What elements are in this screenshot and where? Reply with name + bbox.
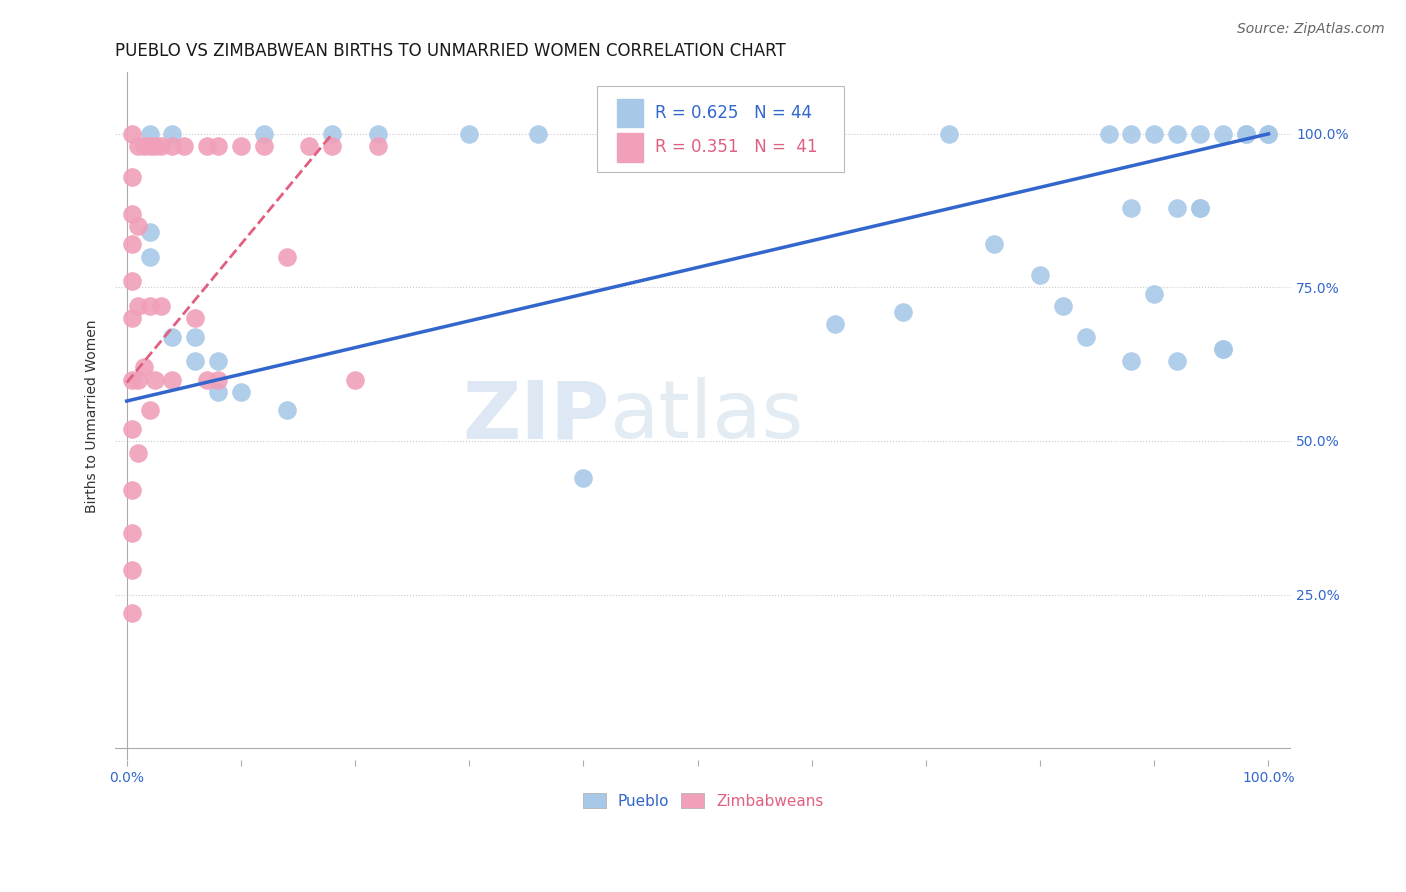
Point — [755, 127, 778, 141]
Y-axis label: Births to Unmarried Women: Births to Unmarried Women — [86, 319, 100, 513]
Point — [1143, 286, 1166, 301]
Point — [276, 250, 298, 264]
Point — [1143, 127, 1166, 141]
Point — [1121, 201, 1143, 215]
Point — [1188, 127, 1211, 141]
Point — [1121, 127, 1143, 141]
Point — [1234, 127, 1257, 141]
Point — [1166, 127, 1188, 141]
Text: Source: ZipAtlas.com: Source: ZipAtlas.com — [1237, 22, 1385, 37]
Point — [1212, 342, 1234, 356]
Point — [138, 225, 160, 239]
Point — [127, 139, 149, 153]
Point — [195, 373, 218, 387]
Point — [367, 127, 389, 141]
Point — [143, 373, 166, 387]
Point — [127, 373, 149, 387]
Text: PUEBLO VS ZIMBABWEAN BIRTHS TO UNMARRIED WOMEN CORRELATION CHART: PUEBLO VS ZIMBABWEAN BIRTHS TO UNMARRIED… — [115, 42, 786, 60]
Point — [138, 127, 160, 141]
Point — [184, 354, 207, 368]
Point — [367, 139, 389, 153]
Point — [121, 207, 143, 221]
Point — [132, 360, 155, 375]
Legend: Pueblo, Zimbabweans: Pueblo, Zimbabweans — [576, 787, 830, 814]
FancyBboxPatch shape — [617, 133, 644, 161]
Point — [1166, 354, 1188, 368]
Point — [127, 299, 149, 313]
Point — [983, 237, 1005, 252]
Point — [121, 169, 143, 184]
Point — [207, 384, 229, 399]
Point — [344, 373, 367, 387]
Point — [1257, 127, 1279, 141]
Point — [121, 526, 143, 541]
Point — [121, 606, 143, 620]
Point — [138, 403, 160, 417]
Point — [253, 127, 276, 141]
Point — [891, 305, 914, 319]
Point — [207, 373, 229, 387]
Point — [132, 139, 155, 153]
Point — [162, 329, 184, 343]
Point — [138, 250, 160, 264]
Point — [1234, 127, 1257, 141]
Text: atlas: atlas — [609, 377, 804, 456]
Point — [572, 471, 595, 485]
Point — [149, 139, 172, 153]
Point — [138, 299, 160, 313]
Text: R = 0.351   N =  41: R = 0.351 N = 41 — [655, 138, 817, 156]
Point — [184, 311, 207, 326]
Text: R = 0.625   N = 44: R = 0.625 N = 44 — [655, 104, 813, 122]
Point — [143, 139, 166, 153]
Point — [276, 403, 298, 417]
Point — [121, 373, 143, 387]
Point — [121, 483, 143, 497]
Point — [207, 139, 229, 153]
Point — [1212, 127, 1234, 141]
Point — [121, 237, 143, 252]
Point — [321, 139, 343, 153]
Point — [1188, 201, 1211, 215]
Point — [298, 139, 321, 153]
Point — [162, 373, 184, 387]
Point — [1029, 268, 1052, 282]
Point — [149, 299, 172, 313]
Point — [229, 139, 252, 153]
Point — [1052, 299, 1074, 313]
Point — [121, 563, 143, 577]
Point — [938, 127, 960, 141]
Point — [121, 274, 143, 288]
Text: ZIP: ZIP — [463, 377, 609, 456]
Point — [1188, 201, 1211, 215]
Point — [1257, 127, 1279, 141]
Point — [184, 329, 207, 343]
Point — [207, 354, 229, 368]
Point — [121, 422, 143, 436]
Point — [127, 446, 149, 460]
Point — [162, 127, 184, 141]
FancyBboxPatch shape — [598, 87, 845, 172]
Point — [121, 311, 143, 326]
Point — [121, 127, 143, 141]
Point — [1074, 329, 1097, 343]
Point — [138, 139, 160, 153]
Point — [253, 139, 276, 153]
Point — [1121, 354, 1143, 368]
Point — [1212, 342, 1234, 356]
Point — [1098, 127, 1121, 141]
Point — [824, 318, 846, 332]
Point — [229, 384, 252, 399]
Point — [195, 139, 218, 153]
Point — [162, 139, 184, 153]
Point — [458, 127, 481, 141]
FancyBboxPatch shape — [617, 99, 644, 128]
Point — [1166, 201, 1188, 215]
Point — [173, 139, 195, 153]
Point — [321, 127, 343, 141]
Point — [526, 127, 548, 141]
Point — [127, 219, 149, 233]
